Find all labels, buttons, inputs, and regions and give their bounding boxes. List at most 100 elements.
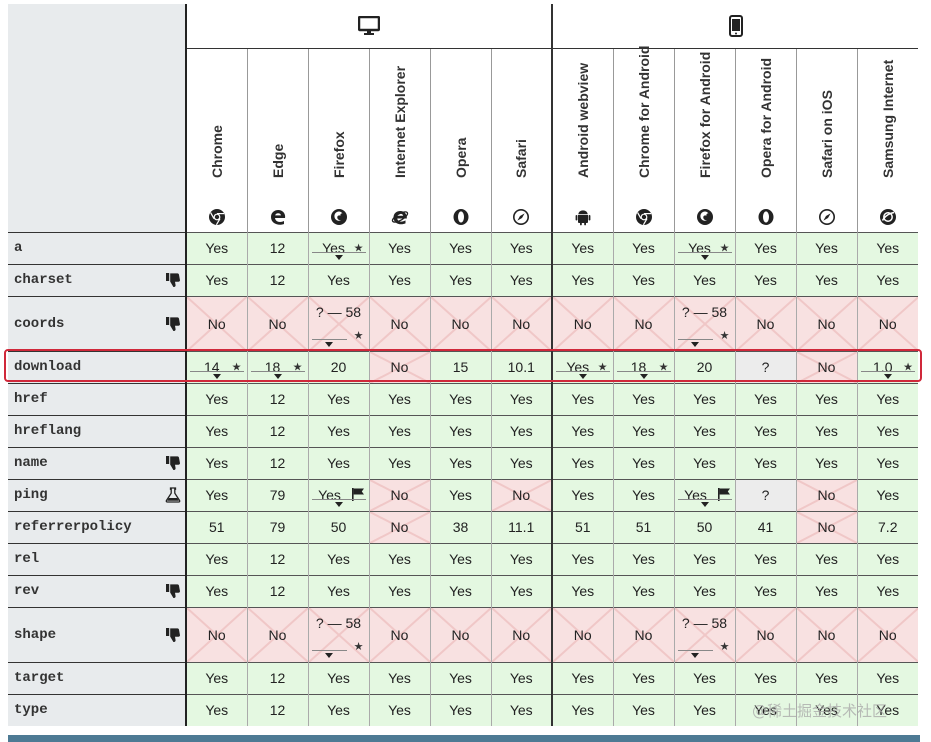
- support-value: Yes: [876, 455, 900, 471]
- support-cell: Yes: [551, 693, 613, 726]
- support-value: 12: [269, 702, 286, 719]
- expand-notes-toggle[interactable]: [677, 498, 732, 508]
- support-cell: No: [185, 606, 247, 662]
- support-cell[interactable]: 14 ★: [185, 350, 247, 383]
- support-cell: 41: [734, 510, 796, 543]
- feature-cell[interactable]: ping: [8, 478, 187, 511]
- feature-name[interactable]: referrerpolicy: [14, 519, 132, 535]
- support-value: Yes: [571, 391, 595, 407]
- feature-name[interactable]: download: [14, 359, 82, 375]
- feature-cell[interactable]: shape: [8, 606, 187, 662]
- feature-name[interactable]: charset: [14, 272, 73, 288]
- support-cell: Yes: [368, 661, 430, 694]
- support-cell[interactable]: Yes ★: [551, 350, 613, 383]
- feature-name[interactable]: name: [14, 455, 48, 471]
- support-value: No: [512, 626, 531, 643]
- expand-notes-toggle[interactable]: [860, 370, 915, 380]
- support-cell: Yes: [551, 263, 613, 296]
- support-value: Yes: [876, 272, 900, 288]
- support-cell: Yes: [307, 263, 369, 296]
- support-cell: Yes: [612, 574, 674, 607]
- feature-name[interactable]: href: [14, 391, 48, 407]
- feature-name[interactable]: rel: [14, 551, 40, 567]
- expand-notes-toggle[interactable]: [311, 498, 366, 508]
- feature-name[interactable]: hreflang: [14, 423, 82, 439]
- browser-header-firefox: Firefox: [307, 48, 369, 232]
- support-cell[interactable]: Yes: [673, 478, 735, 511]
- support-value: 7.2: [878, 519, 898, 535]
- table-row: href Yes 12 Yes Yes Yes Yes Yes Yes Yes Yes Yes Yes: [8, 382, 918, 415]
- support-value: 12: [269, 583, 286, 599]
- support-value: No: [817, 519, 836, 535]
- expand-notes-toggle[interactable]: [677, 338, 713, 348]
- feature-name[interactable]: coords: [14, 315, 65, 332]
- support-cell: ?: [734, 478, 796, 511]
- feature-cell[interactable]: referrerpolicy: [8, 510, 187, 543]
- expand-notes-toggle[interactable]: [677, 251, 732, 261]
- support-cell[interactable]: Yes ★: [307, 231, 369, 264]
- browser-header-samsung-internet: Samsung Internet: [856, 48, 918, 232]
- expand-notes-toggle[interactable]: [677, 649, 713, 659]
- feature-cell[interactable]: name: [8, 446, 187, 479]
- support-cell[interactable]: Yes: [307, 478, 369, 511]
- support-value: Yes: [571, 240, 595, 256]
- expand-notes-toggle[interactable]: [311, 338, 347, 348]
- feature-name[interactable]: a: [14, 240, 23, 256]
- feature-name[interactable]: shape: [14, 626, 57, 643]
- support-cell: Yes: [307, 382, 369, 415]
- bottom-scroll-bar[interactable]: [8, 735, 920, 742]
- feature-name[interactable]: type: [14, 702, 48, 719]
- feature-cell[interactable]: type: [8, 693, 187, 726]
- expand-notes-toggle[interactable]: [311, 251, 366, 261]
- support-cell: Yes: [734, 446, 796, 479]
- feature-cell[interactable]: href: [8, 382, 187, 415]
- feature-name[interactable]: ping: [14, 487, 48, 503]
- support-cell[interactable]: ? — 58 ★: [307, 295, 369, 351]
- support-cell: 51: [551, 510, 613, 543]
- support-cell[interactable]: ? — 58 ★: [307, 606, 369, 662]
- expand-notes-toggle[interactable]: [190, 370, 244, 380]
- expand-notes-toggle[interactable]: [250, 370, 305, 380]
- feature-cell[interactable]: rel: [8, 542, 187, 575]
- support-cell: No: [490, 295, 552, 351]
- support-value: No: [817, 359, 836, 375]
- feature-cell[interactable]: download: [8, 350, 187, 383]
- chrome-icon: [208, 208, 226, 226]
- feature-cell[interactable]: coords: [8, 295, 187, 351]
- unsupported-cross: [797, 608, 857, 662]
- compat-table-wrapper: Chrome Edge Firefox Internet Explorer Opera S…: [8, 4, 918, 726]
- android-icon: [574, 208, 592, 226]
- feature-name[interactable]: rev: [14, 583, 40, 599]
- unsupported-cross: [614, 297, 674, 351]
- support-cell[interactable]: Yes ★: [673, 231, 735, 264]
- unsupported-cross: [248, 297, 308, 351]
- support-value: Yes: [509, 702, 533, 719]
- feature-cell[interactable]: hreflang: [8, 414, 187, 447]
- expand-notes-toggle[interactable]: [616, 370, 671, 380]
- support-cell: Yes: [368, 231, 430, 264]
- support-cell[interactable]: ? — 58 ★: [673, 606, 735, 662]
- feature-cell[interactable]: charset: [8, 263, 187, 296]
- expand-notes-toggle[interactable]: [556, 370, 610, 380]
- support-cell: Yes: [856, 574, 918, 607]
- support-cell: Yes: [551, 414, 613, 447]
- support-cell: Yes: [551, 446, 613, 479]
- desktop-icon: [358, 15, 380, 35]
- support-cell[interactable]: 18 ★: [246, 350, 308, 383]
- support-cell[interactable]: 18 ★: [612, 350, 674, 383]
- support-cell: Yes: [307, 574, 369, 607]
- feature-name[interactable]: target: [14, 670, 65, 686]
- expand-notes-toggle[interactable]: [311, 649, 347, 659]
- feature-cell[interactable]: a: [8, 231, 187, 264]
- feature-cell[interactable]: rev: [8, 574, 187, 607]
- support-value: Yes: [449, 455, 472, 471]
- support-cell[interactable]: ? — 58 ★: [673, 295, 735, 351]
- firefox-icon: [330, 208, 348, 226]
- support-cell[interactable]: 1.0 ★: [856, 350, 918, 383]
- support-cell: No: [734, 606, 796, 662]
- feature-cell[interactable]: target: [8, 661, 187, 694]
- support-cell: Yes: [734, 693, 796, 726]
- support-value: Yes: [571, 702, 595, 719]
- support-value: Yes: [632, 702, 655, 719]
- support-value: 38: [452, 519, 469, 535]
